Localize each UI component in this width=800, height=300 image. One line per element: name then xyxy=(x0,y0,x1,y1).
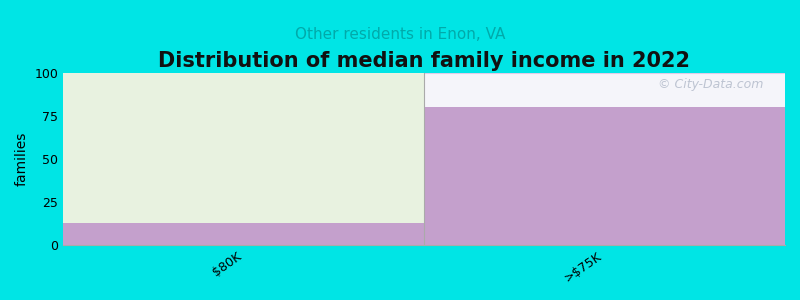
Text: Other residents in Enon, VA: Other residents in Enon, VA xyxy=(295,27,505,42)
Bar xyxy=(424,107,785,245)
Text: © City-Data.com: © City-Data.com xyxy=(658,78,763,91)
Bar xyxy=(63,223,424,245)
Title: Distribution of median family income in 2022: Distribution of median family income in … xyxy=(158,51,690,71)
Bar xyxy=(63,50,424,223)
Y-axis label: families: families xyxy=(15,132,29,186)
